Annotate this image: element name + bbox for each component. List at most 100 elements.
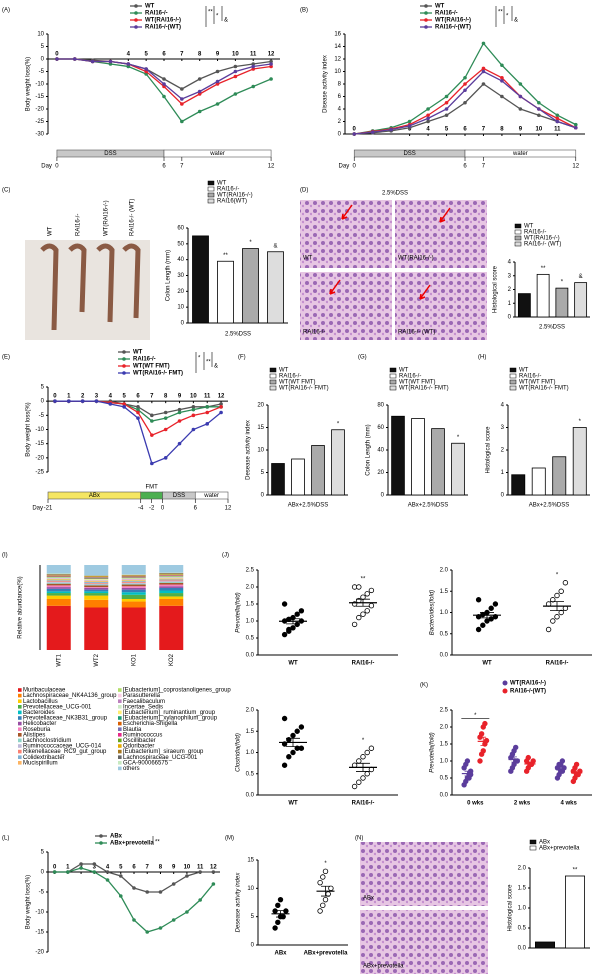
colon-photo bbox=[25, 240, 150, 340]
legend-marker bbox=[122, 357, 126, 361]
timeline-phase bbox=[140, 491, 163, 500]
x-tick-label: 7 bbox=[146, 865, 150, 871]
image-label: WT(RAI16-/-) bbox=[398, 256, 434, 262]
legend-swatch bbox=[118, 766, 122, 771]
legend-label: [Eubacterium]_ruminantium_group bbox=[123, 710, 216, 716]
y-tick-label: 0.5 bbox=[246, 636, 255, 642]
panel-title: 2.5%DSS bbox=[382, 191, 408, 197]
bar-segment bbox=[84, 582, 109, 584]
legend-label: WT(RAI16-/-) bbox=[435, 18, 471, 24]
legend-label: RAI16-/- bbox=[145, 11, 168, 17]
y-tick-label: 0 bbox=[181, 321, 185, 327]
point bbox=[364, 608, 370, 614]
y-tick-label: 0 bbox=[508, 315, 512, 321]
y-tick-label: 2.5 bbox=[440, 708, 449, 714]
legend-sig: ** bbox=[208, 10, 213, 16]
point bbox=[118, 874, 123, 878]
y-axis-label: Prevotella(fold) bbox=[430, 732, 436, 772]
y-tick-label: 20 bbox=[377, 470, 384, 476]
timeline-day: 12 bbox=[572, 164, 579, 170]
legend-label: RAI16-/- bbox=[524, 230, 546, 236]
error-bar bbox=[557, 766, 564, 772]
point bbox=[356, 584, 362, 590]
y-tick-label: 0 bbox=[41, 57, 45, 63]
y-tick-label: 0.0 bbox=[246, 653, 255, 659]
legend-swatch bbox=[509, 373, 517, 379]
bar bbox=[535, 941, 556, 949]
x-tick-label: 9 bbox=[178, 394, 182, 400]
y-tick-label: -5 bbox=[39, 890, 45, 896]
point bbox=[518, 107, 523, 111]
point bbox=[163, 456, 168, 460]
legend-swatch bbox=[389, 385, 397, 391]
point bbox=[108, 402, 113, 406]
timeline-phase bbox=[464, 149, 577, 158]
timeline-phase-label: DSS bbox=[104, 151, 116, 157]
bar bbox=[311, 445, 325, 496]
point bbox=[197, 89, 202, 94]
y-tick-label: 0 bbox=[251, 943, 255, 949]
point bbox=[328, 885, 334, 892]
bar-segment bbox=[159, 587, 184, 591]
bar-segment bbox=[84, 565, 109, 576]
point bbox=[177, 419, 182, 423]
panel-label: (I) bbox=[2, 553, 8, 559]
bar-segment bbox=[121, 580, 146, 582]
point bbox=[464, 758, 471, 764]
point bbox=[136, 410, 140, 415]
x-tick-label: 12 bbox=[210, 865, 217, 871]
point bbox=[269, 77, 273, 81]
y-tick-label: 0 bbox=[381, 493, 385, 499]
legend-marker bbox=[424, 4, 428, 8]
point bbox=[105, 870, 110, 874]
point bbox=[483, 737, 490, 744]
point bbox=[286, 626, 292, 633]
y-tick-label: 1.5 bbox=[440, 742, 449, 748]
point bbox=[484, 618, 490, 624]
bar-segment bbox=[159, 582, 184, 585]
point bbox=[162, 94, 166, 99]
y-tick-label: 5 bbox=[251, 914, 255, 920]
bar bbox=[511, 474, 526, 496]
point bbox=[180, 87, 184, 91]
legend-swatch bbox=[207, 186, 215, 192]
legend-swatch bbox=[207, 180, 215, 186]
bar-segment bbox=[46, 587, 71, 589]
bar-segment bbox=[159, 582, 184, 583]
y-tick-label: 1.5 bbox=[246, 602, 255, 608]
image-label: WT bbox=[303, 256, 313, 262]
y-tick-label: -10 bbox=[35, 910, 44, 916]
point bbox=[272, 925, 278, 931]
timeline-prefix: Day bbox=[32, 506, 43, 512]
legend-label: Lachnoclostridium bbox=[23, 738, 71, 744]
bar bbox=[531, 467, 546, 496]
y-axis-label: Histological score bbox=[508, 884, 514, 932]
y-tick-label: 2 bbox=[338, 119, 342, 125]
legend-swatch bbox=[118, 749, 122, 754]
legend-swatch bbox=[118, 710, 122, 715]
legend-swatch bbox=[509, 385, 517, 391]
y-tick-label: 0 bbox=[41, 399, 45, 405]
point bbox=[162, 82, 166, 86]
point bbox=[132, 886, 136, 890]
error-bar bbox=[286, 618, 300, 625]
legend-swatch bbox=[529, 839, 537, 845]
y-tick-label: 0 bbox=[41, 870, 45, 876]
point bbox=[219, 402, 223, 406]
point bbox=[79, 866, 83, 870]
y-tick-label: 0.5 bbox=[440, 776, 449, 782]
point bbox=[555, 113, 560, 118]
point bbox=[356, 758, 362, 764]
legend-label: others bbox=[123, 766, 140, 772]
point bbox=[215, 82, 220, 86]
y-tick-label: 0 bbox=[501, 493, 505, 499]
legend-label: Helicobacter bbox=[23, 721, 56, 727]
x-tick-label: 3 bbox=[408, 127, 412, 133]
panel-label: (G) bbox=[358, 355, 367, 361]
point bbox=[251, 64, 256, 69]
x-tick-label: 9 bbox=[172, 865, 176, 871]
point bbox=[298, 724, 305, 730]
point bbox=[171, 918, 176, 922]
point bbox=[158, 926, 163, 930]
